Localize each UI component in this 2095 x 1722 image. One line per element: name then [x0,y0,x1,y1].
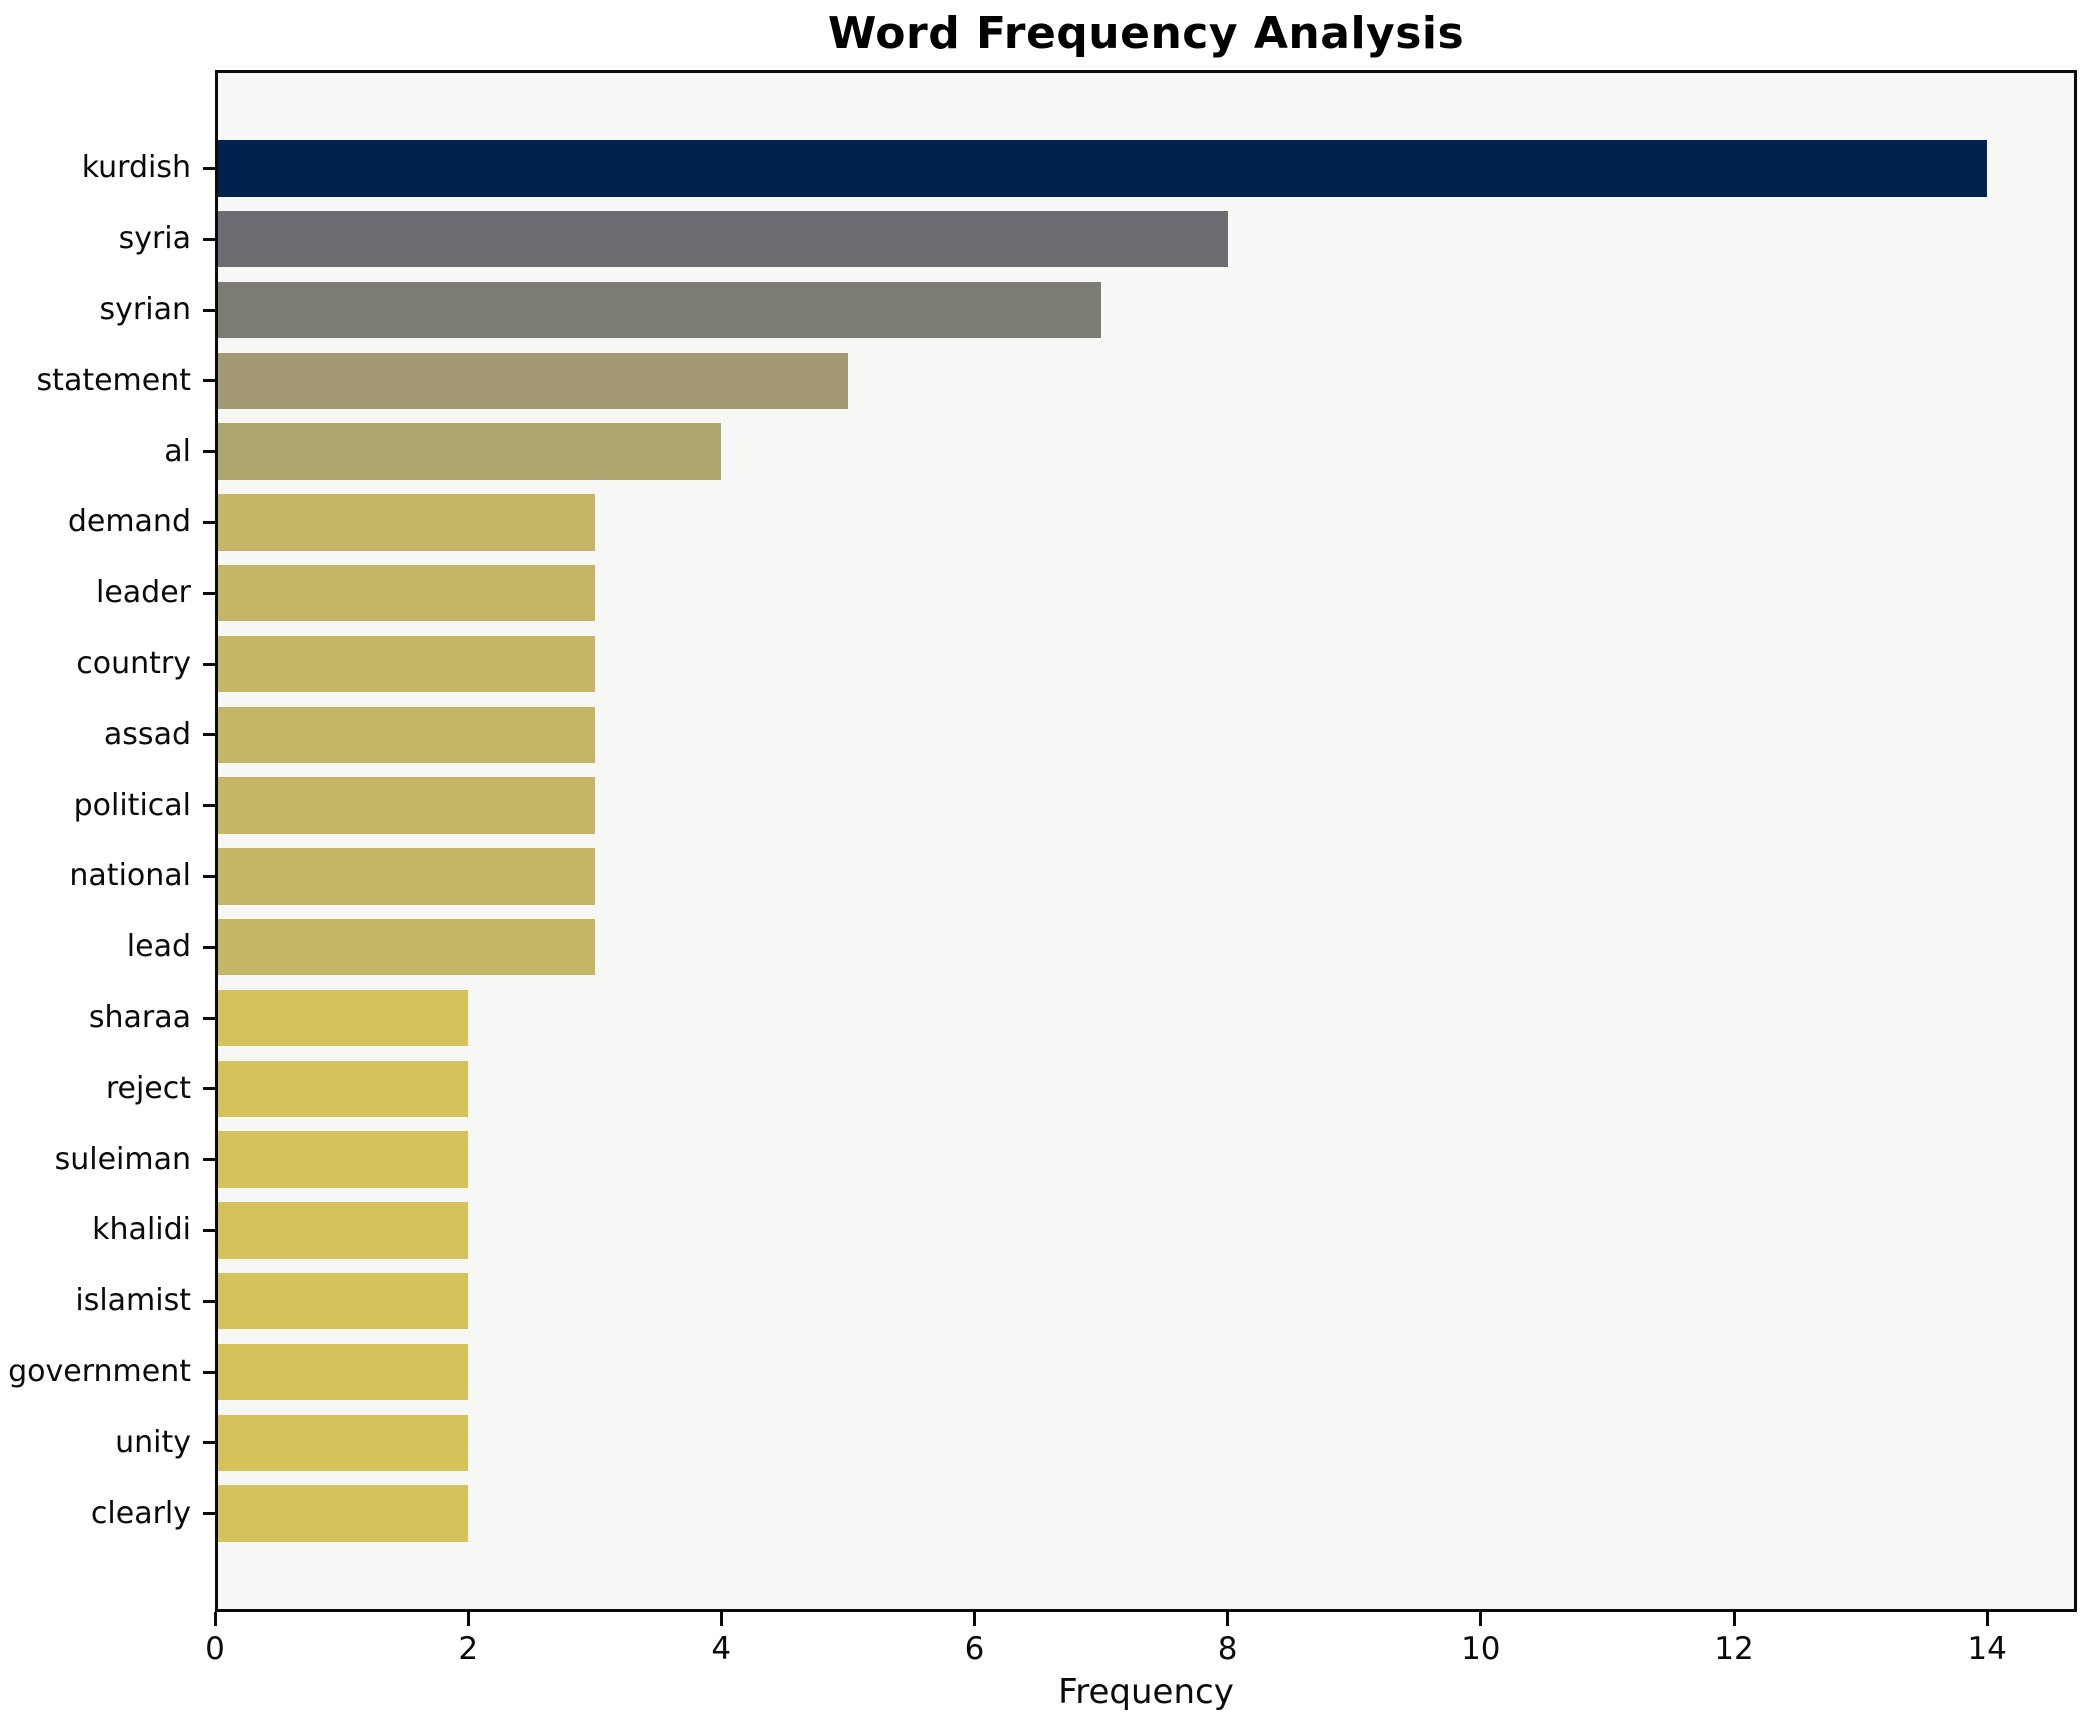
y-tick-label-islamist: islamist [75,1283,191,1319]
y-tick-label-suleiman: suleiman [54,1141,191,1177]
bar-kurdish [215,140,1988,197]
x-tick-label-4: 4 [711,1631,732,1667]
y-tick-label-lead: lead [126,929,191,965]
y-tick-label-reject: reject [105,1070,191,1106]
bar-reject [215,1060,469,1118]
x-tick-label-8: 8 [1217,1631,1238,1667]
bar-assad [215,706,595,764]
bar-suleiman [215,1131,469,1188]
x-tick-label-6: 6 [964,1631,985,1667]
y-tick-mark [203,379,215,383]
y-tick-label-syria: syria [118,221,191,257]
bar-sharaa [215,989,469,1047]
y-tick-label-government: government [8,1354,191,1389]
y-tick-mark [203,1016,215,1020]
y-tick-mark [203,166,215,170]
y-tick-label-leader: leader [95,575,191,611]
x-tick-mark [213,1612,217,1626]
y-tick-label-clearly: clearly [90,1495,191,1531]
bar-khalidi [215,1202,469,1259]
y-tick-mark [203,591,215,595]
y-tick-label-country: country [76,646,191,681]
bar-country [215,635,595,693]
bar-syria [215,210,1228,268]
x-tick-mark [1226,1612,1230,1626]
y-tick-mark [203,1228,215,1232]
y-tick-label-unity: unity [115,1424,191,1460]
bar-unity [215,1414,469,1472]
bar-political [215,777,595,834]
bar-syrian [215,281,1102,339]
y-tick-label-sharaa: sharaa [88,1000,191,1035]
y-tick-mark [203,1087,215,1091]
x-tick-mark [466,1612,470,1626]
bar-government [215,1343,469,1401]
y-tick-mark [203,1370,215,1374]
y-tick-mark [203,450,215,454]
x-tick-mark [1985,1612,1989,1626]
y-tick-mark [203,1512,215,1516]
bar-al [215,423,722,480]
x-tick-label-0: 0 [205,1631,225,1667]
y-tick-mark [203,874,215,878]
bar-leader [215,564,595,622]
chart-title: Word Frequency Analysis [827,8,1465,59]
bar-clearly [215,1485,469,1542]
x-tick-label-10: 10 [1461,1631,1501,1667]
x-tick-mark [1732,1612,1736,1626]
x-tick-mark [719,1612,723,1626]
y-tick-mark [203,662,215,666]
y-tick-label-al: al [164,433,191,469]
y-tick-mark [203,1441,215,1445]
x-tick-label-2: 2 [458,1631,479,1667]
y-tick-label-statement: statement [36,362,191,398]
bar-statement [215,352,848,410]
x-tick-mark [973,1612,976,1626]
y-tick-mark [203,520,215,524]
y-tick-label-national: national [69,858,191,894]
y-tick-label-political: political [73,787,191,823]
y-tick-mark [203,1299,215,1303]
y-tick-label-syrian: syrian [99,292,191,327]
y-tick-mark [203,945,215,949]
y-tick-mark [203,237,215,241]
y-tick-mark [203,1158,215,1162]
bar-demand [215,494,595,551]
bar-national [215,848,595,905]
x-tick-label-12: 12 [1714,1631,1754,1667]
bar-islamist [215,1272,469,1330]
bar-lead [215,918,595,976]
x-axis-title: Frequency [1058,1672,1234,1712]
y-tick-label-khalidi: khalidi [92,1212,191,1248]
y-tick-mark [203,804,215,808]
x-tick-label-14: 14 [1967,1631,2007,1667]
y-tick-label-kurdish: kurdish [81,150,191,186]
y-tick-mark [203,308,215,312]
y-tick-label-assad: assad [103,716,191,752]
x-tick-mark [1479,1612,1483,1626]
y-tick-label-demand: demand [67,504,191,540]
y-tick-mark [203,733,215,737]
